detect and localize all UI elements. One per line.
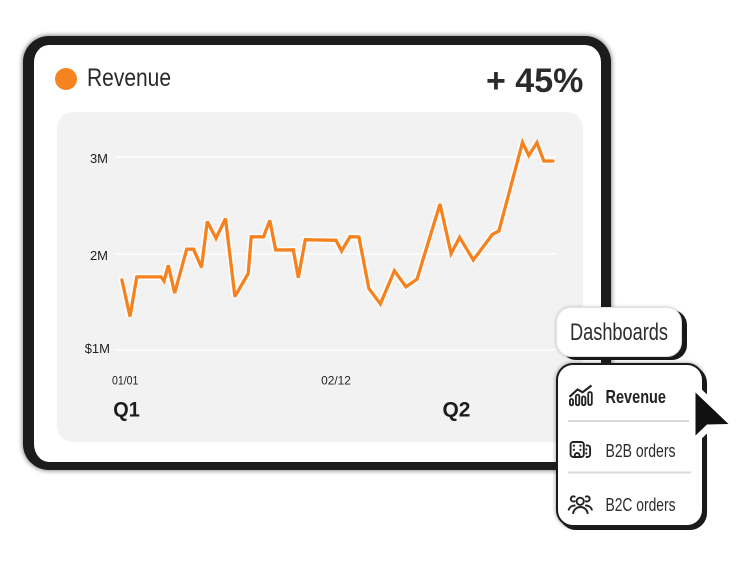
svg-text:Revenue: Revenue	[606, 386, 667, 407]
svg-text:Q2: Q2	[443, 399, 471, 422]
svg-text:Revenue: Revenue	[87, 64, 171, 92]
svg-text:B2C orders: B2C orders	[606, 495, 676, 515]
svg-text:Dashboards: Dashboards	[570, 319, 668, 346]
svg-text:01/01: 01/01	[112, 374, 139, 388]
svg-text:Q1: Q1	[113, 399, 140, 422]
svg-text:B2B orders: B2B orders	[606, 441, 676, 461]
svg-text:02/12: 02/12	[321, 374, 351, 388]
